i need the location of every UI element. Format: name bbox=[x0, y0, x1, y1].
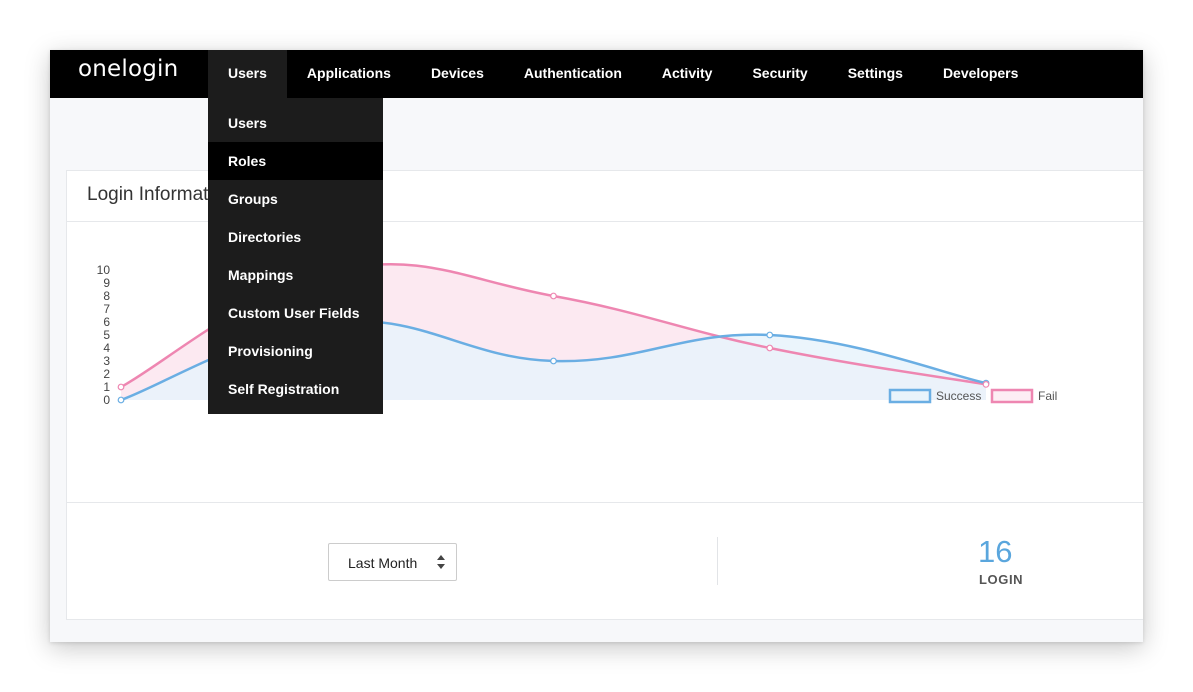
onelogin-logo[interactable]: onelogin bbox=[78, 56, 179, 82]
users-dropdown-menu: Users Roles Groups Directories Mappings … bbox=[208, 98, 383, 414]
fail-point-3[interactable] bbox=[766, 344, 774, 352]
footer-divider bbox=[717, 537, 718, 585]
legend-fail-swatch[interactable] bbox=[990, 388, 1034, 404]
menu-item-directories[interactable]: Directories bbox=[228, 229, 302, 245]
nav-security[interactable]: Security bbox=[752, 65, 808, 81]
login-count: 16 bbox=[978, 534, 1013, 569]
card-title: Login Information bbox=[87, 184, 234, 205]
app-window: onelogin Users Applications Devices Auth… bbox=[50, 50, 1143, 642]
chart-legend: Success Fail bbox=[888, 388, 1057, 404]
main-nav: Users Applications Devices Authenticatio… bbox=[208, 50, 1038, 98]
nav-devices[interactable]: Devices bbox=[430, 65, 484, 81]
y-tick-label: 9 bbox=[103, 276, 110, 290]
menu-item-mappings[interactable]: Mappings bbox=[228, 267, 294, 283]
select-arrows-icon bbox=[437, 555, 445, 569]
y-tick-label: 4 bbox=[103, 341, 110, 355]
y-tick-label: 1 bbox=[103, 380, 110, 394]
y-tick-label: 2 bbox=[103, 367, 110, 381]
success-point-0[interactable] bbox=[117, 396, 125, 404]
menu-item-groups[interactable]: Groups bbox=[228, 191, 278, 207]
y-tick-label: 8 bbox=[103, 289, 110, 303]
card-header: Login Information bbox=[67, 171, 1143, 222]
y-tick-label: 6 bbox=[103, 315, 110, 329]
nav-developers[interactable]: Developers bbox=[942, 65, 1019, 81]
menu-item-self-registration[interactable]: Self Registration bbox=[228, 381, 340, 397]
legend-fail-label[interactable]: Fail bbox=[1038, 389, 1057, 403]
success-point-3[interactable] bbox=[766, 331, 774, 339]
card-footer: Last Month 16 LOGIN bbox=[67, 502, 1143, 621]
nav-authentication[interactable]: Authentication bbox=[523, 65, 622, 81]
legend-success-label[interactable]: Success bbox=[936, 389, 981, 403]
y-tick-label: 3 bbox=[103, 354, 110, 368]
period-select-value: Last Month bbox=[348, 555, 418, 571]
y-tick-label: 5 bbox=[103, 328, 110, 342]
menu-item-custom-user-fields[interactable]: Custom User Fields bbox=[228, 305, 360, 321]
data-points bbox=[117, 266, 990, 404]
nav-users[interactable]: Users bbox=[208, 50, 287, 98]
nav-settings[interactable]: Settings bbox=[847, 65, 903, 81]
menu-item-provisioning[interactable]: Provisioning bbox=[228, 343, 313, 359]
legend-success-swatch[interactable] bbox=[888, 388, 932, 404]
y-tick-label: 7 bbox=[103, 302, 110, 316]
fail-point-2[interactable] bbox=[550, 292, 557, 300]
nav-applications[interactable]: Applications bbox=[306, 65, 391, 81]
period-select[interactable]: Last Month bbox=[328, 543, 457, 581]
menu-item-users[interactable]: Users bbox=[228, 115, 267, 131]
y-tick-label: 10 bbox=[97, 263, 111, 277]
fail-point-0[interactable] bbox=[117, 383, 125, 391]
y-tick-label: 0 bbox=[103, 393, 110, 407]
nav-activity[interactable]: Activity bbox=[661, 65, 713, 81]
fail-point-4[interactable] bbox=[982, 380, 990, 388]
success-point-2[interactable] bbox=[550, 357, 557, 365]
login-count-label: LOGIN bbox=[979, 572, 1024, 587]
menu-item-roles[interactable]: Roles bbox=[208, 142, 383, 180]
top-navigation-bar: onelogin Users Applications Devices Auth… bbox=[50, 50, 1143, 98]
